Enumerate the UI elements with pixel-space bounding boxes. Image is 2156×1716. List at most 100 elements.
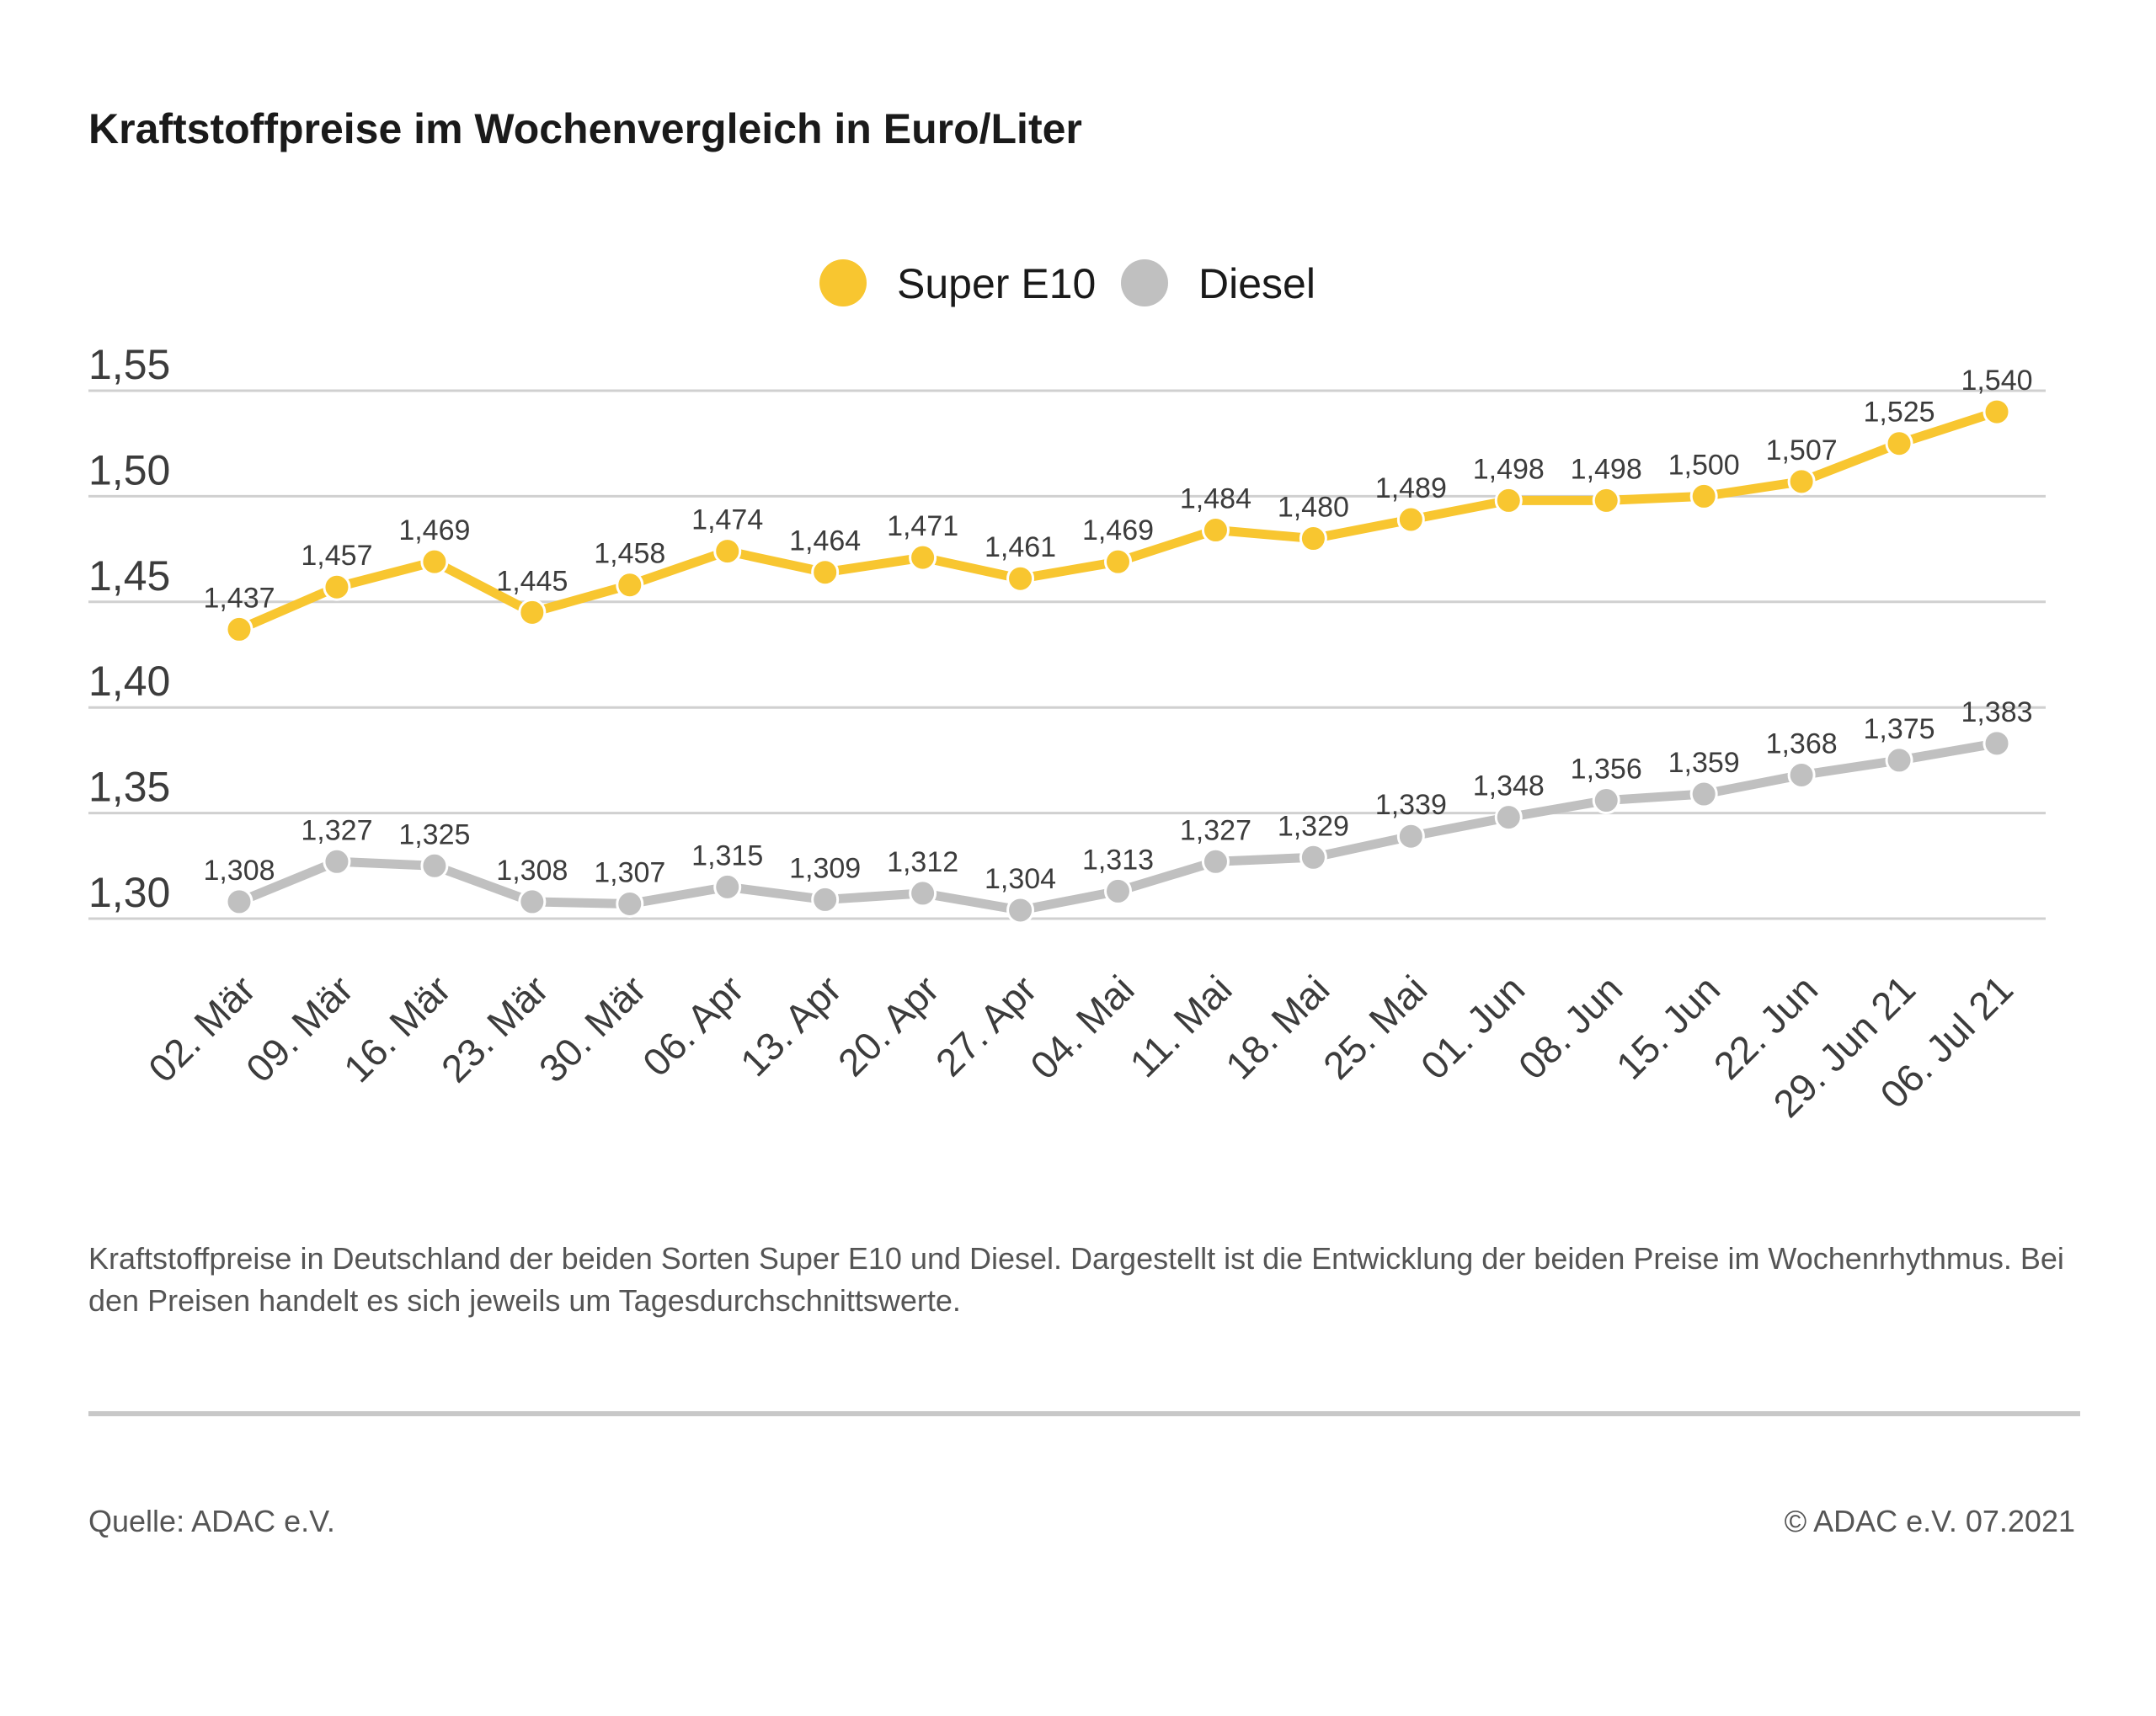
data-point	[811, 558, 840, 587]
data-label: 1,480	[1278, 492, 1349, 524]
data-label: 1,327	[1180, 814, 1251, 846]
divider	[88, 1411, 2080, 1416]
source-text: Quelle: ADAC e.V.	[88, 1504, 335, 1538]
y-tick-label: 1,50	[88, 446, 170, 493]
line-chart: 1,30 1,35 1,40 1,45 1,50 1,55 Super E10 Diesel 1…	[88, 259, 2046, 1126]
x-tick-label: 20. Apr	[830, 967, 947, 1084]
x-tick-label: 25. Mai	[1315, 967, 1435, 1087]
data-label: 1,315	[691, 839, 763, 871]
data-point	[713, 537, 742, 566]
data-label: 1,458	[594, 538, 665, 570]
data-label: 1,327	[301, 814, 372, 846]
data-label: 1,469	[398, 514, 470, 546]
data-label: 1,464	[789, 525, 861, 557]
data-label: 1,498	[1473, 453, 1545, 485]
data-label: 1,313	[1082, 844, 1154, 876]
y-tick-label: 1,45	[88, 552, 170, 600]
data-label: 1,469	[1082, 514, 1154, 546]
data-point	[225, 615, 253, 643]
data-point	[1592, 786, 1620, 815]
data-label: 1,484	[1180, 483, 1251, 515]
data-label: 1,368	[1766, 727, 1838, 759]
data-point	[1006, 896, 1035, 925]
data-point	[1299, 525, 1327, 553]
data-point	[616, 571, 644, 600]
data-label: 1,307	[594, 856, 665, 888]
data-label: 1,348	[1473, 770, 1545, 802]
data-point	[713, 872, 742, 901]
data-point	[909, 879, 937, 908]
data-point	[1983, 397, 2011, 426]
data-label: 1,308	[203, 855, 275, 887]
x-tick-label: 18. Mai	[1217, 967, 1337, 1087]
x-tick-label: 13. Apr	[732, 967, 850, 1084]
data-label: 1,304	[985, 863, 1056, 895]
y-tick-label: 1,40	[88, 658, 170, 705]
data-point	[225, 887, 253, 916]
data-point	[1299, 843, 1327, 871]
data-point	[420, 851, 449, 880]
data-label: 1,356	[1571, 754, 1642, 786]
chart-note: Kraftstoffpreise in Deutschland der beid…	[88, 1241, 2064, 1318]
data-point	[1885, 429, 1913, 458]
data-label: 1,339	[1375, 789, 1447, 821]
data-point	[1787, 760, 1816, 789]
data-point	[1396, 505, 1425, 534]
data-label: 1,375	[1864, 713, 1935, 745]
x-tick-label: 06. Apr	[634, 967, 752, 1084]
data-point	[1104, 877, 1132, 905]
data-label: 1,309	[789, 852, 861, 884]
x-tick-label: 09. Mär	[237, 967, 361, 1090]
x-tick-label: 30. Mär	[531, 967, 654, 1090]
data-point	[1592, 486, 1620, 514]
data-label: 1,383	[1961, 696, 2032, 728]
data-label: 1,461	[985, 531, 1056, 563]
x-tick-label: 27. Apr	[927, 967, 1045, 1084]
x-tick-label: 01. Jun	[1412, 967, 1533, 1087]
data-point	[616, 889, 644, 918]
x-tick-label: 11. Mai	[1121, 967, 1240, 1085]
x-tick-label: 16. Mär	[335, 967, 459, 1090]
data-label: 1,445	[496, 565, 568, 597]
y-tick-label: 1,30	[88, 869, 170, 916]
data-label: 1,525	[1864, 397, 1935, 429]
data-label: 1,500	[1668, 449, 1740, 481]
data-point	[1689, 482, 1718, 510]
data-label: 1,312	[887, 846, 958, 878]
data-point	[1201, 847, 1230, 876]
legend-label: Super E10	[897, 260, 1096, 307]
data-point	[1787, 467, 1816, 496]
legend-marker	[1121, 259, 1168, 306]
data-point	[420, 547, 449, 576]
legend-marker	[819, 259, 867, 306]
data-point	[1006, 564, 1035, 593]
data-point	[518, 887, 547, 916]
data-point	[518, 598, 547, 626]
data-label: 1,489	[1375, 472, 1447, 504]
data-label: 1,329	[1278, 810, 1349, 842]
data-point	[323, 573, 351, 601]
copyright-text: © ADAC e.V. 07.2021	[1784, 1504, 2075, 1538]
data-point	[1983, 729, 2011, 758]
data-label: 1,457	[301, 540, 372, 572]
data-label: 1,507	[1766, 434, 1838, 466]
y-tick-label: 1,35	[88, 764, 170, 811]
y-tick-label: 1,55	[88, 341, 170, 388]
chart-title: Kraftstoffpreise im Wochenvergleich in E…	[88, 105, 1082, 152]
x-tick-label: 02. Mär	[140, 967, 264, 1090]
x-tick-label: 04. Mai	[1022, 967, 1142, 1087]
data-label: 1,308	[496, 855, 568, 887]
data-label: 1,498	[1571, 453, 1642, 485]
data-label: 1,437	[203, 582, 275, 614]
data-label: 1,325	[398, 818, 470, 850]
x-tick-label: 15. Jun	[1608, 967, 1728, 1087]
legend-label: Diesel	[1198, 260, 1315, 307]
data-point	[909, 543, 937, 572]
data-point	[1885, 746, 1913, 775]
data-label: 1,474	[691, 504, 763, 536]
data-point	[1396, 822, 1425, 850]
x-tick-label: 23. Mär	[433, 967, 557, 1090]
data-label: 1,540	[1961, 365, 2032, 397]
data-point	[323, 847, 351, 876]
data-label: 1,359	[1668, 747, 1740, 779]
